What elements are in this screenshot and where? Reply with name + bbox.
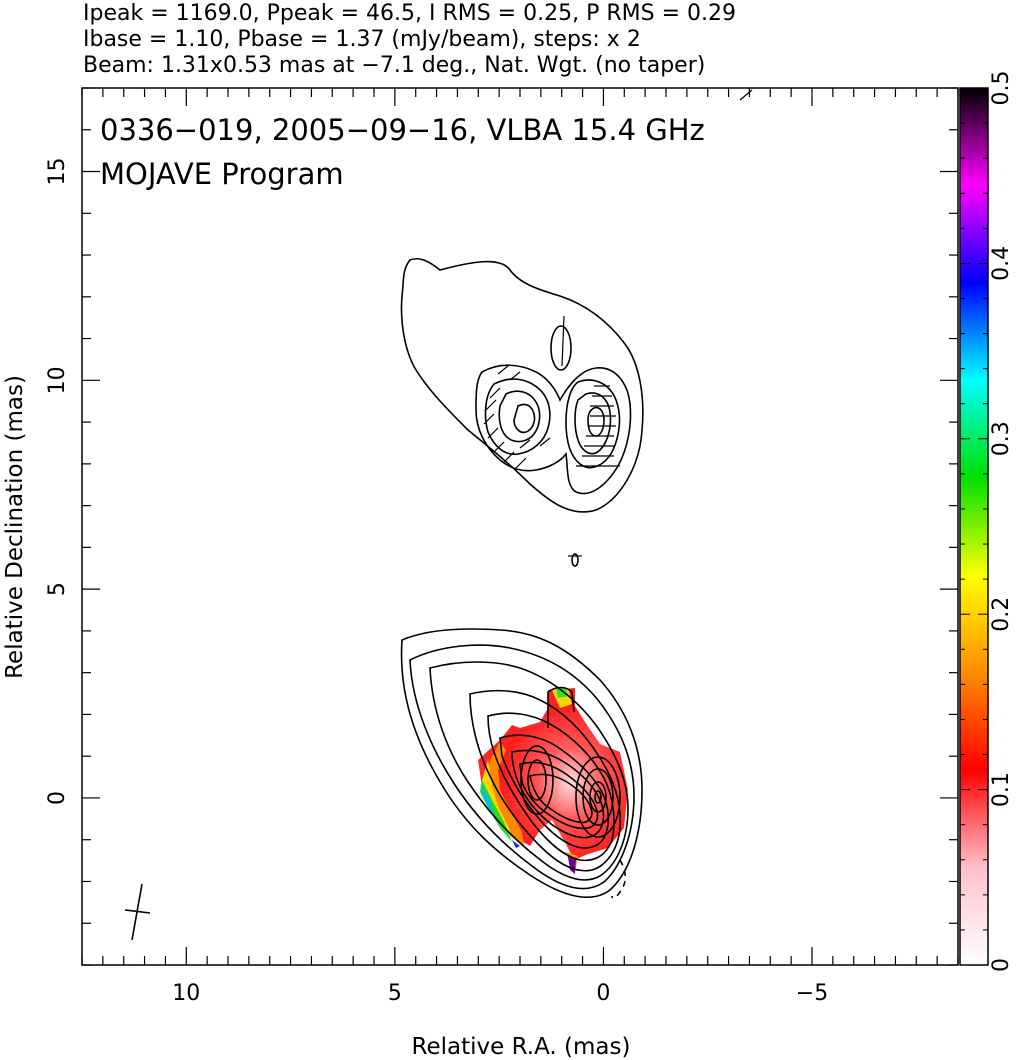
chart-title: 0336−019, 2005−09−16, VLBA 15.4 GHz: [100, 113, 705, 147]
y-tick-label: 10: [45, 366, 70, 394]
y-tick-label: 0: [45, 791, 70, 805]
colorbar-tick-label: 0.2: [989, 597, 1014, 632]
x-tick-label: 0: [596, 981, 610, 1006]
colorbar-tick-label: 0.5: [989, 71, 1014, 106]
x-axis-ticks: [81, 88, 959, 965]
x-axis-label: Relative R.A. (mas): [412, 1034, 631, 1060]
header-base-levels: Ibase = 1.10, Pbase = 1.37 (mJy/beam), s…: [83, 27, 641, 52]
x-axis-tick-labels: 10 5 0 −5: [172, 981, 828, 1006]
north-lobe-contours: [400, 257, 644, 567]
colorbar: [959, 87, 989, 966]
header-intensity-stats: Ipeak = 1169.0, Ppeak = 46.5, I RMS = 0.…: [83, 1, 736, 26]
beam-marker: [124, 883, 151, 941]
y-axis-ticks: [82, 87, 958, 966]
colorbar-tick-labels: 0 0.1 0.2 0.3 0.4 0.5: [989, 71, 1014, 973]
y-tick-label: 15: [45, 158, 70, 186]
x-tick-label: −5: [796, 981, 828, 1006]
colorbar-tick-label: 0.3: [989, 421, 1014, 456]
colorbar-tick-label: 0: [989, 958, 1014, 972]
y-axis-tick-labels: 0 5 10 15: [45, 158, 70, 805]
colorbar-ticks: [960, 87, 988, 966]
core-contours: [400, 628, 643, 899]
polarization-vectors: [483, 89, 753, 469]
colorbar-tick-label: 0.4: [989, 246, 1014, 281]
header-beam-info: Beam: 1.31x0.53 mas at −7.1 deg., Nat. W…: [83, 53, 705, 78]
y-axis-label: Relative Declination (mas): [2, 375, 28, 679]
y-tick-label: 5: [45, 582, 70, 596]
colorbar-tick-label: 0.1: [989, 772, 1014, 807]
x-tick-label: 10: [172, 981, 200, 1006]
x-tick-label: 5: [388, 981, 402, 1006]
chart-subtitle: MOJAVE Program: [100, 157, 344, 191]
